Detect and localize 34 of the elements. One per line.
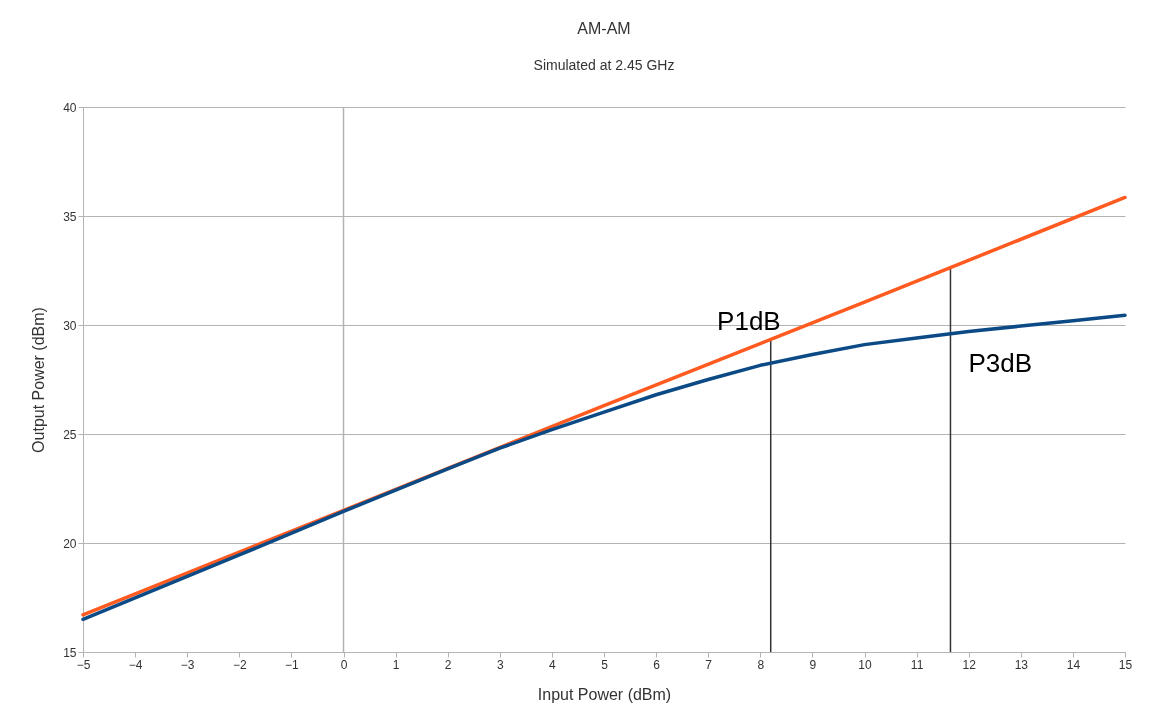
y-axis-title: Output Power (dBm): [30, 307, 48, 453]
x-tick-label: 10: [858, 657, 872, 672]
y-tick-label: 30: [63, 318, 77, 333]
ref-line-label: P1dB: [717, 306, 781, 337]
x-tick-label: 11: [910, 657, 924, 672]
chart-title: AM-AM: [577, 20, 631, 37]
x-tick-label: −5: [76, 657, 91, 672]
x-tick-label: 6: [653, 657, 661, 672]
x-tick-label: 1: [392, 657, 400, 672]
y-tick-label: 25: [63, 427, 77, 442]
chart-subtitle: Simulated at 2.45 GHz: [533, 57, 675, 73]
x-tick-label: 2: [444, 657, 452, 672]
x-axis-title: Input Power (dBm): [537, 685, 672, 703]
x-tick-label: 13: [1014, 657, 1029, 672]
y-tick-label: 20: [63, 536, 77, 551]
y-tick-label: 35: [63, 209, 77, 224]
x-tick-label: 3: [496, 657, 504, 672]
x-tick-label: 15: [1118, 657, 1133, 672]
x-tick-label: 12: [962, 657, 977, 672]
x-tick-label: −1: [285, 657, 300, 672]
x-tick-label: 0: [340, 657, 348, 672]
x-tick-label: 7: [705, 657, 713, 672]
y-tick-label: 15: [63, 645, 77, 660]
ref-line-label: P3dB: [968, 347, 1033, 378]
x-tick-label: −4: [128, 657, 143, 672]
x-tick-label: −3: [180, 657, 195, 672]
x-tick-label: −2: [232, 657, 247, 672]
y-tick-label: 40: [63, 100, 77, 115]
x-tick-label: 14: [1066, 657, 1081, 672]
x-tick-label: 8: [757, 657, 765, 672]
line-series: [81, 313, 1127, 622]
x-tick-label: 4: [549, 657, 557, 672]
x-tick-label: 5: [601, 657, 609, 672]
x-tick-label: 9: [809, 657, 817, 672]
